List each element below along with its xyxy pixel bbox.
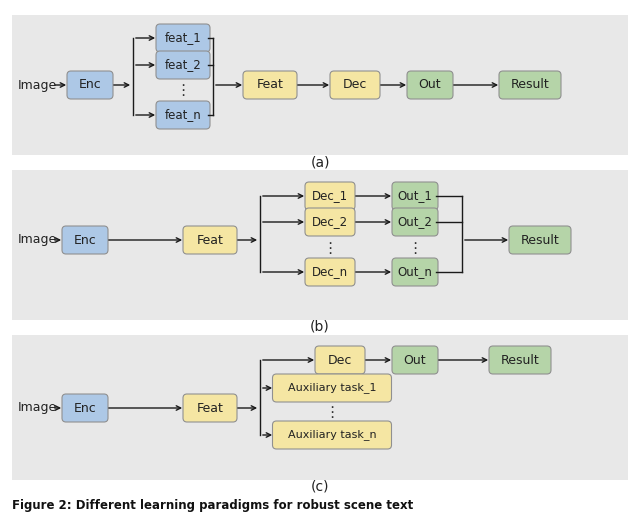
Text: feat_2: feat_2 [164,59,202,71]
FancyBboxPatch shape [12,170,628,320]
Text: Dec_1: Dec_1 [312,189,348,203]
Text: Out_n: Out_n [397,266,433,278]
Text: Image: Image [18,402,57,415]
Text: Result: Result [511,78,549,92]
Text: Result: Result [500,353,540,367]
FancyBboxPatch shape [12,335,628,480]
Text: Result: Result [520,233,559,247]
FancyBboxPatch shape [156,51,210,79]
Text: ⋮: ⋮ [323,241,338,256]
FancyBboxPatch shape [392,258,438,286]
Text: Enc: Enc [79,78,101,92]
Text: Enc: Enc [74,233,97,247]
Text: Feat: Feat [257,78,284,92]
FancyBboxPatch shape [305,208,355,236]
FancyBboxPatch shape [305,182,355,210]
Text: (a): (a) [310,155,330,169]
Text: Out: Out [404,353,426,367]
Text: Auxiliary task_n: Auxiliary task_n [288,430,376,441]
Text: Out_1: Out_1 [397,189,433,203]
Text: Image: Image [18,233,57,247]
Text: Enc: Enc [74,402,97,415]
FancyBboxPatch shape [67,71,113,99]
Text: Image: Image [18,78,57,92]
Text: Out: Out [419,78,442,92]
FancyBboxPatch shape [489,346,551,374]
FancyBboxPatch shape [392,208,438,236]
FancyBboxPatch shape [62,226,108,254]
Text: Dec: Dec [328,353,352,367]
Text: Dec_n: Dec_n [312,266,348,278]
FancyBboxPatch shape [156,24,210,52]
FancyBboxPatch shape [407,71,453,99]
Text: ⋮: ⋮ [408,241,422,256]
Text: Out_2: Out_2 [397,215,433,229]
Text: Dec: Dec [343,78,367,92]
FancyBboxPatch shape [12,15,628,155]
Text: Figure 2: Different learning paradigms for robust scene text: Figure 2: Different learning paradigms f… [12,498,413,512]
FancyBboxPatch shape [183,226,237,254]
Text: ⋮: ⋮ [175,83,191,97]
Text: (b): (b) [310,320,330,334]
FancyBboxPatch shape [273,421,392,449]
FancyBboxPatch shape [243,71,297,99]
FancyBboxPatch shape [156,101,210,129]
FancyBboxPatch shape [62,394,108,422]
FancyBboxPatch shape [305,258,355,286]
FancyBboxPatch shape [315,346,365,374]
FancyBboxPatch shape [499,71,561,99]
Text: Dec_2: Dec_2 [312,215,348,229]
Text: Feat: Feat [196,402,223,415]
FancyBboxPatch shape [330,71,380,99]
FancyBboxPatch shape [273,374,392,402]
Text: feat_n: feat_n [164,108,202,122]
FancyBboxPatch shape [392,346,438,374]
FancyBboxPatch shape [509,226,571,254]
Text: (c): (c) [311,480,329,494]
Text: Feat: Feat [196,233,223,247]
Text: Auxiliary task_1: Auxiliary task_1 [288,382,376,394]
Text: ⋮: ⋮ [324,405,340,419]
FancyBboxPatch shape [392,182,438,210]
FancyBboxPatch shape [183,394,237,422]
Text: feat_1: feat_1 [164,32,202,44]
